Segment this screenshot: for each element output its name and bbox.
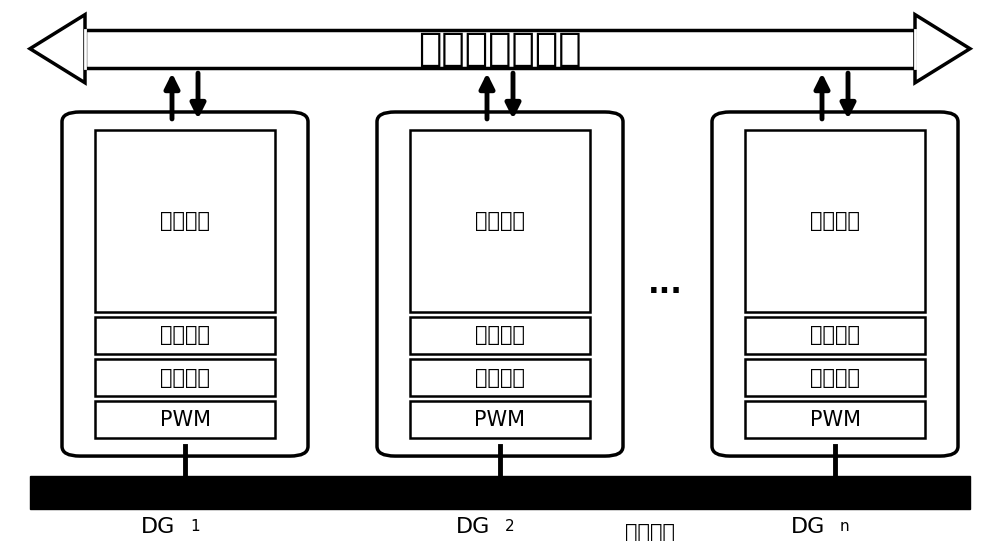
Polygon shape — [915, 15, 970, 83]
Bar — [95, 130, 275, 312]
Text: DG: DG — [791, 517, 825, 537]
Text: 二次控制: 二次控制 — [810, 211, 860, 230]
Text: 下垂控制: 下垂控制 — [160, 326, 210, 345]
Bar — [85, 30, 915, 68]
Bar — [410, 359, 590, 396]
Bar — [745, 130, 925, 312]
Bar — [410, 130, 590, 312]
Text: 二次控制: 二次控制 — [475, 211, 525, 230]
Text: 1: 1 — [190, 519, 200, 535]
Text: 内环控制: 内环控制 — [810, 368, 860, 387]
Bar — [30, 476, 970, 509]
Polygon shape — [30, 15, 85, 83]
FancyBboxPatch shape — [377, 112, 623, 456]
Text: 直流母线: 直流母线 — [625, 523, 675, 541]
Text: 二次控制: 二次控制 — [160, 211, 210, 230]
Text: n: n — [840, 519, 850, 535]
Text: 内环控制: 内环控制 — [160, 368, 210, 387]
FancyBboxPatch shape — [62, 112, 308, 456]
Bar — [410, 401, 590, 438]
Text: PWM: PWM — [160, 410, 210, 430]
Text: 内环控制: 内环控制 — [475, 368, 525, 387]
Text: 下垂控制: 下垂控制 — [475, 326, 525, 345]
Bar — [95, 401, 275, 438]
Bar — [95, 359, 275, 396]
Bar — [745, 317, 925, 354]
Bar — [95, 317, 275, 354]
FancyBboxPatch shape — [712, 112, 958, 456]
Text: PWM: PWM — [475, 410, 526, 430]
Text: DG: DG — [141, 517, 175, 537]
Text: 下垂控制: 下垂控制 — [810, 326, 860, 345]
Bar — [410, 317, 590, 354]
Text: 2: 2 — [505, 519, 515, 535]
Bar — [745, 401, 925, 438]
Text: 慢速通讯联络线: 慢速通讯联络线 — [418, 30, 582, 68]
Text: DG: DG — [456, 517, 490, 537]
Text: PWM: PWM — [810, 410, 860, 430]
Bar — [745, 359, 925, 396]
Text: ...: ... — [648, 269, 682, 299]
